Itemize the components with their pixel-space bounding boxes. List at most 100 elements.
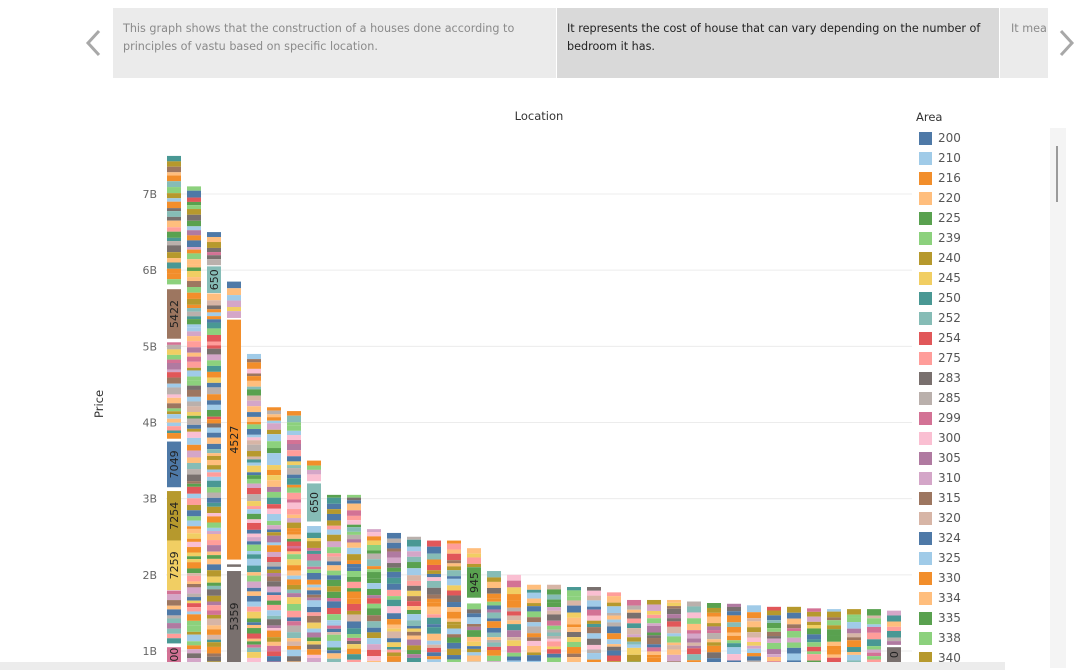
bar-segment[interactable] [487, 642, 501, 647]
bar-segment[interactable] [187, 568, 201, 574]
bar-segment[interactable] [447, 655, 461, 660]
bar-segment[interactable] [867, 609, 881, 616]
bar-segment[interactable] [387, 589, 401, 597]
bar-segment[interactable] [367, 553, 381, 560]
bar-segment[interactable] [407, 628, 421, 632]
bar-segment[interactable] [167, 279, 181, 285]
bar-segment[interactable] [247, 575, 261, 582]
bar-segment[interactable] [287, 509, 301, 515]
bar-segment[interactable] [567, 617, 581, 625]
bar-segment[interactable] [807, 639, 821, 643]
bar-segment[interactable] [307, 622, 321, 629]
bar-segment[interactable] [847, 640, 861, 648]
bar-segment[interactable] [467, 630, 481, 637]
bar-segment[interactable] [247, 406, 261, 413]
bar-segment[interactable] [487, 577, 501, 582]
bar-segment[interactable] [247, 400, 261, 407]
bar-segment[interactable] [587, 659, 601, 662]
bar-segment[interactable] [187, 352, 201, 357]
bar-segment[interactable] [527, 660, 541, 662]
bar-segment[interactable] [727, 654, 741, 661]
bar-segment[interactable] [327, 607, 341, 615]
bar-segment[interactable] [327, 632, 341, 635]
bar-segment[interactable] [167, 198, 181, 202]
bar-segment[interactable] [467, 557, 481, 564]
bar-segment[interactable] [707, 658, 721, 662]
bar-segment[interactable] [547, 649, 561, 654]
bar-segment[interactable] [787, 628, 801, 632]
bar-segment[interactable] [267, 453, 281, 460]
stacked-bar[interactable] [327, 494, 341, 662]
bar-segment[interactable] [207, 300, 221, 306]
bar-segment[interactable] [507, 652, 521, 657]
bar-segment[interactable] [247, 475, 261, 479]
bar-segment[interactable] [487, 581, 501, 588]
bar-segment[interactable] [247, 587, 261, 592]
bar-segment[interactable] [207, 316, 221, 320]
bar-segment[interactable] [447, 563, 461, 567]
bar-segment[interactable] [167, 372, 181, 378]
bar-segment[interactable] [567, 627, 581, 633]
stacked-bar[interactable] [667, 599, 681, 662]
bar-segment[interactable] [187, 415, 201, 419]
bar-segment[interactable] [167, 433, 181, 439]
bar-segment[interactable] [607, 592, 621, 597]
bar-segment[interactable] [347, 539, 361, 543]
bar-segment[interactable] [187, 331, 201, 337]
bar-segment[interactable] [167, 609, 181, 616]
bar-segment[interactable] [287, 638, 301, 642]
bar-segment[interactable] [367, 588, 381, 596]
bar-segment[interactable] [167, 155, 181, 162]
bar-segment[interactable] [267, 641, 281, 646]
bar-segment[interactable] [207, 293, 221, 301]
bar-segment[interactable] [287, 440, 301, 444]
bar-segment[interactable] [587, 587, 601, 591]
bar-segment[interactable] [207, 661, 221, 662]
bar-segment[interactable] [287, 554, 301, 560]
bar-segment[interactable] [507, 594, 521, 601]
bar-segment[interactable] [827, 625, 841, 630]
bar-segment[interactable] [187, 620, 201, 626]
bar-segment[interactable] [247, 416, 261, 422]
bar-segment[interactable] [167, 418, 181, 423]
bar-segment[interactable] [207, 506, 221, 514]
bar-segment[interactable] [307, 584, 321, 588]
bar-segment[interactable] [447, 576, 461, 579]
stacked-bar[interactable] [387, 532, 401, 662]
bar-segment[interactable] [827, 641, 841, 646]
bar-segment[interactable] [507, 607, 521, 612]
bar-segment[interactable] [687, 630, 701, 634]
bar-segment[interactable] [187, 547, 201, 553]
bar-segment[interactable] [327, 556, 341, 562]
bar-segment[interactable] [667, 626, 681, 634]
bar-segment[interactable] [287, 502, 301, 510]
bar-segment[interactable] [287, 570, 301, 576]
bar-segment[interactable] [247, 359, 261, 363]
bar-segment[interactable] [207, 527, 221, 532]
bar-segment[interactable] [347, 637, 361, 641]
bar-segment[interactable] [187, 428, 201, 432]
bar-segment[interactable] [267, 486, 281, 492]
bar-segment[interactable] [267, 637, 281, 642]
bar-segment[interactable] [247, 581, 261, 588]
bar-segment[interactable] [247, 506, 261, 510]
bar-segment[interactable] [187, 614, 201, 621]
bar-segment[interactable] [767, 606, 781, 611]
bar-segment[interactable] [207, 365, 221, 372]
bar-segment[interactable] [167, 208, 181, 212]
bar-segment[interactable] [827, 649, 841, 655]
legend-item[interactable]: 315 [916, 488, 1036, 508]
legend-item[interactable]: 245 [916, 268, 1036, 288]
bar-segment[interactable] [287, 415, 301, 423]
bar-segment[interactable] [607, 650, 621, 656]
bar-segment[interactable] [307, 597, 321, 601]
bar-segment[interactable] [587, 595, 601, 601]
bar-segment[interactable] [367, 536, 381, 541]
bar-segment[interactable] [207, 555, 221, 559]
bar-segment[interactable] [807, 611, 821, 617]
bar-segment[interactable] [727, 615, 741, 623]
bar-segment[interactable] [187, 316, 201, 320]
bar-segment[interactable] [787, 631, 801, 638]
bar-segment[interactable] [247, 353, 261, 360]
bar-segment[interactable] [207, 360, 221, 366]
